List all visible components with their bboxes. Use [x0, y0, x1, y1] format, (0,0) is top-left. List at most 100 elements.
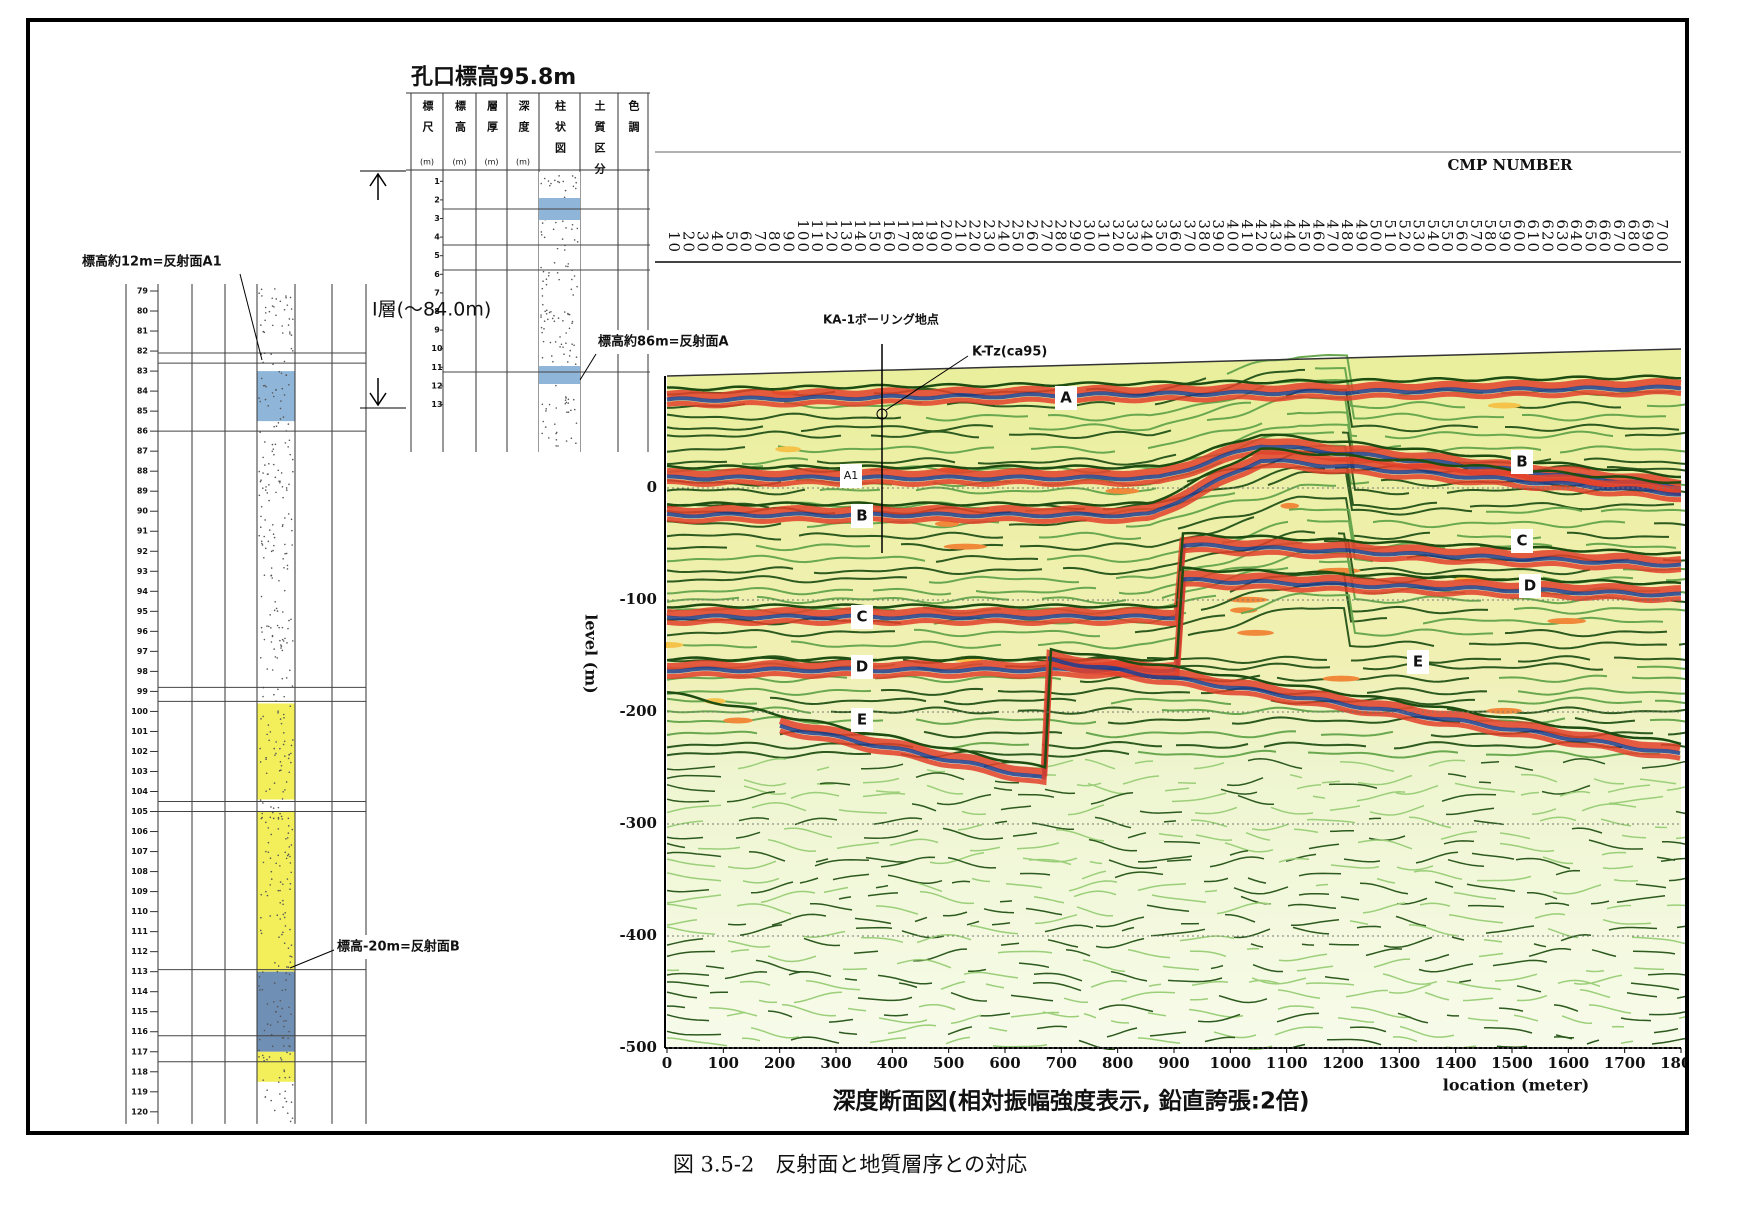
log-depth: 101 [131, 727, 148, 736]
cmp-number: 300 [1080, 219, 1098, 254]
log-dot [289, 928, 291, 931]
texture [863, 829, 919, 839]
top-dot [571, 175, 574, 177]
texture-spot [1105, 487, 1140, 494]
log-dot [279, 865, 281, 867]
top-dot [555, 445, 557, 447]
log-dot [283, 360, 286, 363]
log-depth: 119 [131, 1087, 148, 1096]
cmp-number: 550 [1438, 219, 1456, 254]
log-dot [269, 1024, 272, 1026]
log-dot [284, 637, 286, 640]
log-dot [274, 288, 276, 290]
texture [799, 877, 819, 884]
log-dot [289, 705, 292, 708]
top-dot [575, 422, 578, 424]
texture [878, 1017, 928, 1024]
log-dot [276, 657, 279, 659]
texture [1041, 596, 1127, 605]
texture [794, 817, 838, 826]
log-dot [259, 761, 262, 763]
texture [666, 628, 895, 638]
texture [1516, 994, 1548, 1002]
log-dot [259, 526, 262, 529]
texture [1588, 839, 1644, 850]
log-dot [262, 1079, 265, 1081]
texture [724, 971, 768, 980]
texture [869, 465, 1111, 474]
texture-spot [934, 520, 960, 527]
texture [975, 586, 1097, 594]
log-dot [258, 397, 260, 399]
log-dot [271, 577, 274, 579]
texture [1147, 1012, 1167, 1017]
texture [1308, 843, 1340, 850]
log-dot [286, 878, 289, 880]
top-dot [564, 402, 567, 405]
texture [1651, 1037, 1685, 1045]
cmp-number: 680 [1624, 219, 1642, 254]
texture [940, 980, 966, 990]
log-dot [282, 1106, 284, 1108]
top-dot [571, 278, 573, 281]
texture [666, 446, 746, 453]
texture [750, 881, 794, 894]
log-depth: 84 [137, 387, 149, 396]
texture [832, 873, 870, 881]
texture [1632, 950, 1676, 955]
texture [1220, 788, 1258, 795]
top-dot [567, 265, 569, 268]
texture [1107, 717, 1211, 725]
log-dot [277, 469, 280, 472]
log-dot [273, 609, 276, 612]
texture [1395, 784, 1439, 795]
top-dot [555, 384, 557, 387]
x-tick-label: 500 [933, 1054, 964, 1072]
x-tick-label: 600 [989, 1054, 1020, 1072]
log-dot [285, 487, 288, 489]
texture [1204, 1036, 1236, 1043]
log-dot [288, 483, 290, 486]
top-unit: (m) [484, 158, 498, 167]
top-dot [574, 176, 577, 179]
cmp-number: 250 [1009, 219, 1027, 254]
log-dot [275, 425, 278, 428]
texture [1321, 780, 1341, 784]
log-dot [273, 453, 275, 456]
texture [1036, 1025, 1068, 1030]
texture [1606, 465, 1685, 472]
leader [239, 273, 263, 361]
log-dot [262, 715, 264, 718]
log-dot [291, 350, 294, 352]
texture [1388, 983, 1432, 994]
log-dot [268, 788, 271, 791]
texture-spot [1322, 675, 1360, 682]
texture [819, 488, 881, 492]
texture [926, 768, 946, 773]
top-dot [563, 353, 565, 356]
texture [1626, 992, 1658, 998]
log-dot [283, 1070, 286, 1073]
texture [1468, 641, 1668, 650]
log-dot [286, 642, 288, 644]
leader [289, 949, 335, 969]
log-dot [291, 1117, 294, 1119]
x-tick-label: 1600 [1547, 1054, 1589, 1072]
texture [936, 793, 992, 806]
ground-surface [666, 348, 1682, 377]
reflector [666, 462, 1681, 525]
cmp-number: 640 [1567, 219, 1585, 254]
texture [666, 687, 872, 696]
texture [991, 922, 1011, 926]
texture [1237, 794, 1274, 806]
log-dot [279, 902, 282, 904]
texture [1633, 967, 1665, 971]
log-dot [283, 394, 286, 396]
reflector [779, 660, 1681, 786]
top-depth: 12 [431, 381, 442, 390]
log-dot [275, 862, 277, 865]
texture [861, 763, 904, 770]
log-dot [288, 383, 290, 386]
texture [1520, 791, 1540, 796]
top-dot [540, 266, 542, 269]
